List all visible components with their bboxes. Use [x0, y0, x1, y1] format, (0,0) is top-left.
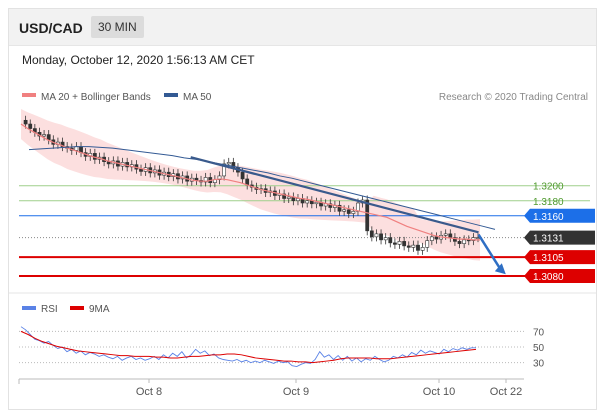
rsi-tick-30: 30 [533, 359, 545, 370]
candle-body [23, 119, 28, 125]
level-badge-1.3131 [524, 230, 595, 245]
candle-body [46, 134, 51, 141]
candle-body [296, 198, 300, 202]
chart-frame: USD/CAD 30 MIN Monday, October 12, 2020 … [8, 8, 597, 410]
timeframe-badge[interactable]: 30 MIN [91, 16, 144, 38]
candle-body [282, 193, 287, 199]
chart-header: USD/CAD 30 MIN [9, 9, 596, 46]
level-badge-1.3080 [524, 268, 595, 283]
rsi-tick-50: 50 [533, 343, 545, 354]
candle-body [226, 162, 231, 165]
candle-body [411, 244, 416, 248]
level-label-1.3105: 1.3105 [533, 253, 564, 264]
x-tick-oct-10: Oct 10 [423, 386, 455, 398]
candle-body [397, 241, 402, 245]
x-tick-oct-8: Oct 8 [136, 386, 162, 398]
candle-body [60, 141, 65, 147]
candle-body [425, 240, 430, 248]
candle-body [337, 204, 342, 212]
candle-body [351, 210, 356, 214]
candle-body [448, 233, 453, 238]
candle-body [420, 247, 425, 251]
legend-swatch-rsi-ma [70, 306, 84, 310]
chart-datetime: Monday, October 12, 2020 1:56:13 AM CET [22, 53, 255, 67]
legend-swatch-rsi [22, 306, 36, 310]
symbol-title: USD/CAD [19, 20, 83, 36]
candle-body [28, 123, 33, 129]
candle-body [342, 209, 347, 212]
forecast-arrow-head [494, 263, 506, 275]
ma20-line [20, 123, 480, 241]
candle-body [453, 237, 457, 242]
x-tick-oct-9: Oct 9 [283, 386, 309, 398]
rsi-tick-70: 70 [533, 327, 545, 338]
candle-body [369, 230, 374, 238]
copyright-text: Research © 2020 Trading Central [439, 92, 588, 103]
level-label-1.3080: 1.3080 [533, 272, 564, 283]
level-label-1.3180: 1.3180 [533, 197, 564, 208]
level-label-1.3131: 1.3131 [533, 234, 564, 245]
candle-body [383, 237, 388, 241]
candle-body [222, 163, 227, 177]
candle-body [416, 244, 420, 251]
legend-label-rsi: RSI [41, 304, 58, 315]
candle-body [346, 209, 351, 214]
trendline [190, 156, 479, 234]
candle-body [203, 177, 208, 183]
candle-body [328, 203, 333, 208]
legend-label-ma20: MA 20 + Bollinger Bands [41, 92, 151, 103]
candle-body [309, 200, 314, 205]
candle-body [365, 199, 370, 232]
level-badge-1.3160 [524, 208, 595, 223]
candle-body [457, 241, 462, 244]
candle-body [388, 237, 393, 244]
level-label-1.3160: 1.3160 [533, 212, 564, 223]
candle-body [374, 233, 379, 238]
candle-body [393, 242, 397, 245]
forecast-arrow-shaft [477, 233, 501, 269]
candle-body [139, 168, 143, 172]
rsi-line [20, 326, 476, 367]
ma50-line [28, 146, 496, 230]
candle-body [314, 201, 319, 205]
legend-swatch-ma20 [22, 93, 36, 97]
rsi-ma-line [20, 330, 477, 364]
candle-body [305, 200, 310, 204]
candle-body [462, 239, 467, 244]
candle-body [240, 171, 245, 180]
candle-body [434, 236, 439, 240]
candle-body [42, 134, 46, 137]
candle-body [429, 236, 434, 241]
candle-body [406, 245, 411, 248]
legend-swatch-ma50 [164, 93, 178, 97]
legend-label-ma50: MA 50 [183, 92, 212, 103]
level-badge-1.3105 [524, 250, 595, 265]
candle-body [402, 241, 407, 247]
legend-label-rsi-ma: 9MA [89, 304, 110, 315]
candle-body [217, 175, 222, 180]
level-label-1.3200: 1.3200 [533, 182, 564, 193]
candle-body [379, 233, 383, 241]
candle-body [443, 233, 448, 236]
candle-body [286, 196, 291, 199]
x-tick-oct-22: Oct 22 [490, 386, 522, 398]
